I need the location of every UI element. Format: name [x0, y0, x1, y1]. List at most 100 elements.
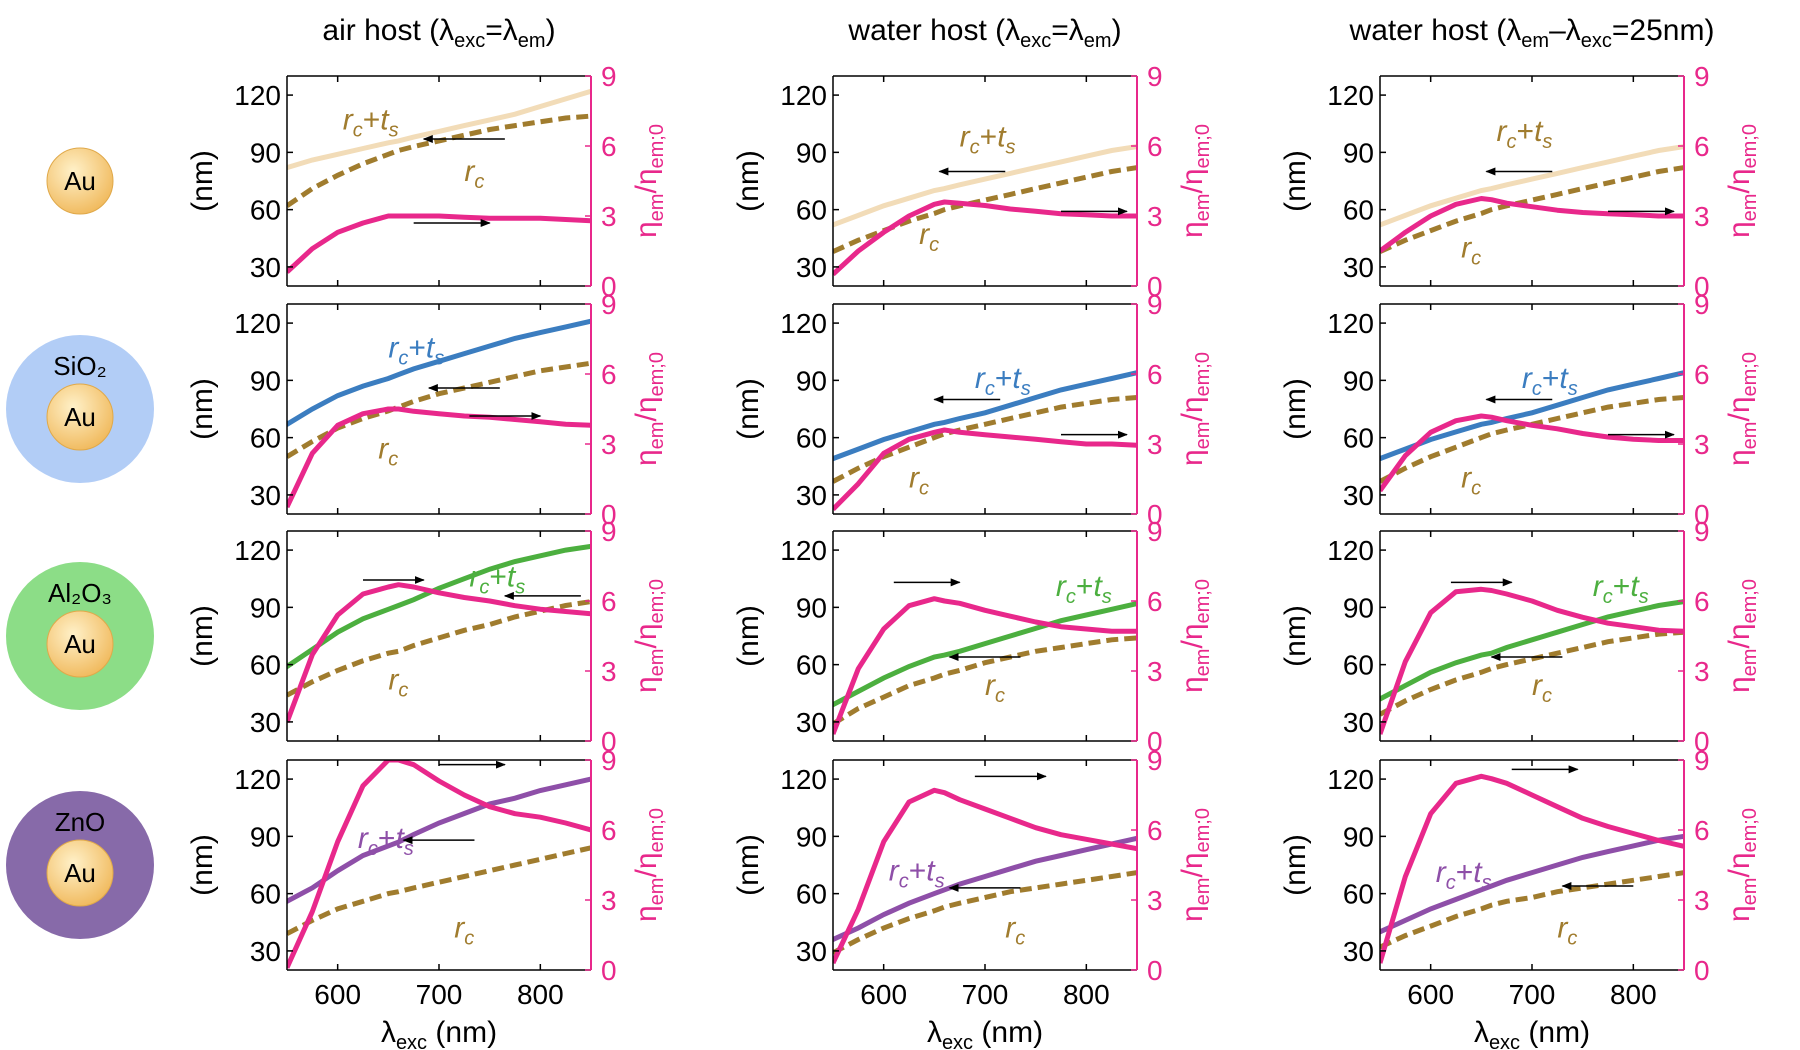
y-left-label: (nm): [186, 605, 219, 667]
x-tick-label: 600: [860, 979, 907, 1010]
x-tick-label: 700: [962, 979, 1009, 1010]
y-right-tick-label: 3: [601, 429, 617, 460]
rcts-line: [833, 370, 1137, 462]
y-left-tick-label: 120: [234, 80, 281, 111]
y-right-tick-label: 3: [1694, 429, 1710, 460]
column-title-1: air host (λexc=λem): [322, 14, 555, 52]
y-right-label: ηem/ηem;0: [1723, 352, 1761, 466]
particle-2: SiO₂ Au: [6, 335, 154, 483]
core-label: Au: [64, 402, 96, 432]
rcts-line: [1380, 370, 1684, 462]
y-right-label: ηem/ηem;0: [1723, 124, 1761, 238]
y-left-label: (nm): [186, 150, 219, 212]
y-right-tick-label: 6: [1147, 131, 1163, 162]
series-group: [287, 88, 591, 274]
y-left-tick-label: 60: [796, 423, 827, 454]
series-group: [1380, 773, 1684, 964]
y-left-tick-label: 90: [250, 592, 281, 623]
rc-line: [833, 870, 1137, 956]
eta-line: [833, 199, 1137, 277]
y-left-tick-label: 60: [250, 879, 281, 910]
x-tick-label: 800: [1610, 979, 1657, 1010]
panel-r1-c1: 30 60 90 120 0 3 6 9 (nm) ηem/ηem;0 rc+ts rc: [186, 61, 668, 302]
x-axis-label: λexc (nm): [927, 1016, 1043, 1050]
y-right-tick-label: 3: [601, 656, 617, 687]
column-title-3: water host (λem–λexc=25nm): [1349, 14, 1715, 52]
y-right-tick-label: 6: [601, 359, 617, 390]
y-left-tick-label: 60: [1343, 195, 1374, 226]
y-right-tick-label: 3: [1147, 201, 1163, 232]
rc-label: rc: [464, 155, 484, 193]
panel-r1-c3: 30 60 90 120 0 3 6 9 (nm) ηem/ηem;0 rc+ts rc: [1279, 61, 1761, 302]
particle-3: Al₂O₃ Au: [6, 562, 154, 710]
y-left-tick-label: 30: [250, 252, 281, 283]
x-tick-label: 700: [1509, 979, 1556, 1010]
y-right-tick-label: 6: [1694, 586, 1710, 617]
rc-label: rc: [1461, 231, 1481, 269]
eta-line: [287, 406, 591, 509]
y-right-tick-label: 9: [1147, 289, 1163, 320]
y-right-tick-label: 0: [1147, 271, 1163, 302]
y-right-tick-label: 0: [1694, 955, 1710, 986]
y-right-tick-label: 6: [1694, 131, 1710, 162]
y-left-label: (nm): [186, 378, 219, 440]
y-left-tick-label: 90: [250, 365, 281, 396]
y-right-label: ηem/ηem;0: [630, 124, 668, 238]
rcts-line: [833, 144, 1137, 228]
rc-label: rc: [388, 663, 408, 701]
shell-label: Al₂O₃: [48, 578, 112, 608]
y-left-label: (nm): [732, 378, 765, 440]
y-right-tick-label: 0: [1147, 499, 1163, 530]
y-right-tick-label: 6: [1694, 359, 1710, 390]
rcts-line: [287, 543, 591, 669]
y-left-tick-label: 30: [250, 936, 281, 967]
rc-line: [287, 360, 591, 459]
rc-line: [833, 395, 1137, 484]
rc-line: [1380, 629, 1684, 717]
y-right-tick-label: 3: [1694, 201, 1710, 232]
x-axis-label: λexc (nm): [1474, 1016, 1590, 1050]
y-right-label: ηem/ηem;0: [1176, 579, 1214, 693]
rcts-line: [833, 601, 1137, 708]
rc-label: rc: [1532, 669, 1552, 707]
y-right-tick-label: 6: [1147, 586, 1163, 617]
y-right-tick-label: 3: [1147, 885, 1163, 916]
y-right-tick-label: 0: [1694, 271, 1710, 302]
panel-r1-c2: 30 60 90 120 0 3 6 9 (nm) ηem/ηem;0 rc+ts rc: [732, 61, 1214, 302]
y-right-tick-label: 0: [1147, 726, 1163, 757]
eta-line: [833, 427, 1137, 512]
eta-line: [833, 596, 1137, 735]
core-label: Au: [64, 166, 96, 196]
y-left-tick-label: 60: [1343, 650, 1374, 681]
y-left-tick-label: 60: [250, 423, 281, 454]
shell-label: ZnO: [55, 807, 106, 837]
y-right-tick-label: 6: [601, 586, 617, 617]
eta-line: [1380, 413, 1684, 493]
y-left-label: (nm): [732, 150, 765, 212]
rc-line: [1380, 870, 1684, 950]
y-left-tick-label: 30: [250, 707, 281, 738]
y-right-tick-label: 9: [601, 289, 617, 320]
y-right-label: ηem/ηem;0: [630, 352, 668, 466]
y-right-tick-label: 9: [1694, 516, 1710, 547]
core-circle: [46, 610, 114, 678]
y-left-label: (nm): [732, 834, 765, 896]
y-left-label: (nm): [1279, 605, 1312, 667]
series-group: [833, 787, 1137, 965]
y-right-tick-label: 9: [1694, 745, 1710, 776]
core-circle: [46, 147, 114, 215]
y-left-tick-label: 120: [1327, 308, 1374, 339]
y-right-tick-label: 9: [601, 516, 617, 547]
y-right-tick-label: 0: [1694, 499, 1710, 530]
y-left-label: (nm): [1279, 834, 1312, 896]
series-group: [287, 318, 591, 509]
y-right-tick-label: 6: [601, 131, 617, 162]
y-right-tick-label: 3: [1147, 429, 1163, 460]
rc-line: [287, 113, 591, 208]
series-group: [1380, 370, 1684, 493]
y-left-tick-label: 30: [1343, 480, 1374, 511]
y-right-label: ηem/ηem;0: [1176, 352, 1214, 466]
eta-line: [1380, 196, 1684, 254]
y-left-tick-label: 90: [1343, 365, 1374, 396]
